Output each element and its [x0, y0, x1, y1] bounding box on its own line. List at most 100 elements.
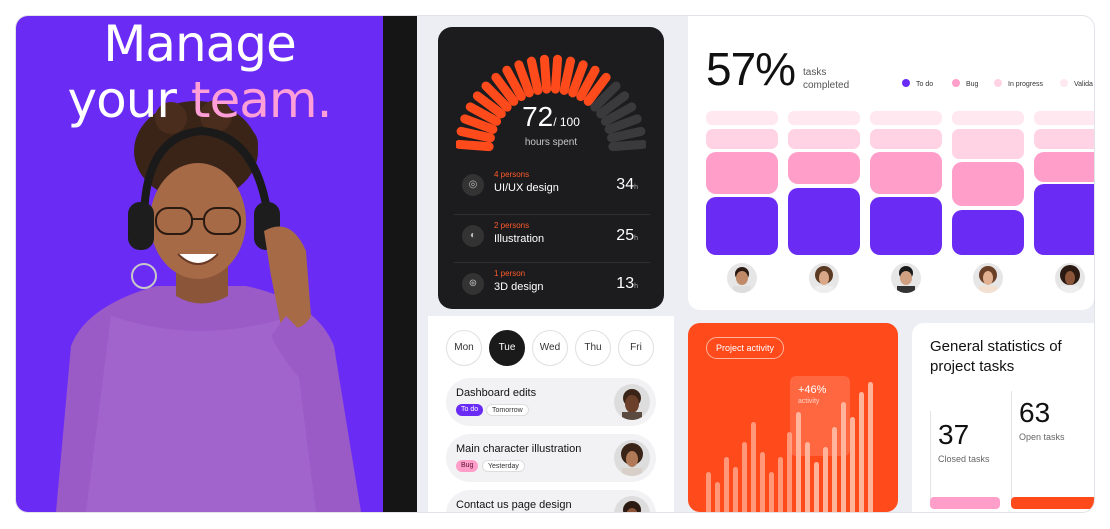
- gauge-segment: [607, 126, 646, 143]
- task-hours-unit: h: [634, 283, 638, 290]
- gauge-segment: [604, 114, 642, 134]
- team-member-avatar[interactable]: [809, 263, 839, 293]
- task-hours-unit: h: [634, 235, 638, 242]
- gauge-segment: [491, 72, 519, 106]
- bar-validate: [1034, 111, 1094, 125]
- gauge-segment: [596, 91, 630, 119]
- open-tasks-label: Open tasks: [1019, 432, 1065, 442]
- activity-bar: [724, 457, 729, 512]
- task-row-uiux[interactable]: ◎ 4 persons UI/UX design 34h: [454, 164, 650, 210]
- general-statistics-card: General statistics of project tasks 37 C…: [912, 323, 1094, 512]
- activity-bar: [841, 402, 846, 512]
- legend-label: In progress: [1008, 81, 1044, 88]
- gauge-segment: [576, 65, 600, 102]
- hero-line-2b: team.: [190, 71, 333, 129]
- todo-item-dashboard[interactable]: Dashboard edits To do Tomorrow: [446, 378, 656, 426]
- activity-bar: [823, 447, 828, 512]
- team-member-avatar[interactable]: [973, 263, 1003, 293]
- hero-line-2: your team.: [16, 72, 383, 128]
- activity-bar: [859, 392, 864, 512]
- person-photo: [16, 16, 383, 512]
- completion-label: tasks completed: [803, 66, 849, 92]
- day-fri[interactable]: Fri: [618, 330, 654, 366]
- task-name: UI/UX design: [494, 182, 559, 194]
- open-tasks-value: 63: [1019, 397, 1051, 428]
- hours-card: 72/ 100 hours spent ◎ 4 persons UI/UX de…: [438, 27, 664, 309]
- day-thu[interactable]: Thu: [575, 330, 611, 366]
- gauge-segment: [465, 102, 502, 126]
- hero-panel: Manage your team.: [16, 16, 383, 512]
- avatar: [614, 440, 650, 476]
- ball-icon: ⊛: [462, 273, 484, 295]
- task-hours-value: 13: [616, 275, 635, 292]
- gauge-segment: [456, 126, 495, 143]
- legend-dot: [952, 79, 960, 87]
- hours-number: 72: [522, 101, 554, 132]
- legend-label: Bug: [966, 81, 979, 88]
- gauge-segment: [472, 91, 506, 119]
- gauge-segment: [583, 72, 611, 106]
- todo-item-contact[interactable]: Contact us page design: [446, 490, 656, 512]
- team-member-avatar[interactable]: [891, 263, 921, 293]
- activity-bar: [706, 472, 711, 512]
- project-activity-card: Project activity +46% activity: [688, 323, 898, 512]
- task-persons: 4 persons: [494, 170, 530, 179]
- bar-inprogress: [870, 129, 942, 149]
- activity-change-label: activity: [798, 398, 820, 405]
- legend-validate: Valida: [1060, 79, 1093, 88]
- legend-label: Valida: [1074, 81, 1093, 88]
- legend-label: To do: [916, 81, 934, 88]
- activity-bar-chart: [706, 382, 873, 512]
- bar-inprogress: [1034, 129, 1094, 149]
- team-member-avatar[interactable]: [727, 263, 757, 293]
- bar-validate: [788, 111, 860, 125]
- hero-heading: Manage your team.: [16, 16, 383, 128]
- closed-tasks-label: Closed tasks: [938, 454, 990, 464]
- task-row-3d[interactable]: ⊛ 1 person 3D design 13h: [454, 262, 650, 308]
- palette-icon: ◐: [462, 225, 484, 247]
- task-hours-value: 25: [616, 227, 635, 244]
- gauge-segment: [600, 102, 637, 126]
- gauge-segment: [608, 139, 646, 152]
- divider: [1011, 391, 1012, 501]
- general-title: General statistics of project tasks: [930, 338, 1062, 375]
- bar-todo: [706, 197, 778, 255]
- day-mon[interactable]: Mon: [446, 330, 482, 366]
- todo-title: Dashboard edits: [456, 387, 537, 399]
- completion-label-2: completed: [803, 80, 850, 91]
- gauge-segment: [502, 65, 526, 102]
- task-row-illustration[interactable]: ◐ 2 persons Illustration 25h: [454, 214, 650, 260]
- gauge-segment: [550, 54, 563, 94]
- task-hours-unit: h: [634, 184, 638, 191]
- avatar: [614, 384, 650, 420]
- divider: [930, 411, 931, 501]
- bar-bug: [870, 152, 942, 194]
- team-member-avatar[interactable]: [1055, 263, 1085, 293]
- bar-todo: [788, 188, 860, 255]
- bar-bug: [706, 152, 778, 194]
- schedule-panel: Mon Tue Wed Thu Fri Dashboard edits To d…: [428, 316, 674, 512]
- bar-validate: [952, 111, 1024, 125]
- activity-bar: [751, 422, 756, 512]
- status-badge: Bug: [456, 460, 479, 472]
- legend-dot: [1060, 79, 1068, 87]
- bar-bug: [788, 152, 860, 184]
- activity-change: +46%: [798, 384, 827, 396]
- day-tue[interactable]: Tue: [489, 330, 525, 366]
- hours-gauge: [456, 54, 646, 152]
- legend-dot: [902, 79, 910, 87]
- legend-bug: Bug: [952, 79, 978, 88]
- hours-label: hours spent: [524, 137, 578, 148]
- activity-bar: [796, 412, 801, 512]
- hero-line-1: Manage: [103, 16, 297, 73]
- project-activity-pill[interactable]: Project activity: [706, 337, 785, 359]
- todo-item-illustration[interactable]: Main character illustration Bug Yesterda…: [446, 434, 656, 482]
- day-wed[interactable]: Wed: [532, 330, 568, 366]
- todo-title: Contact us page design: [456, 499, 572, 511]
- status-badge: To do: [456, 404, 484, 416]
- gauge-segment: [590, 81, 621, 112]
- task-persons: 2 persons: [494, 221, 530, 230]
- bar-todo: [952, 210, 1024, 255]
- gauge-segment: [514, 60, 534, 98]
- task-name: Illustration: [494, 233, 545, 245]
